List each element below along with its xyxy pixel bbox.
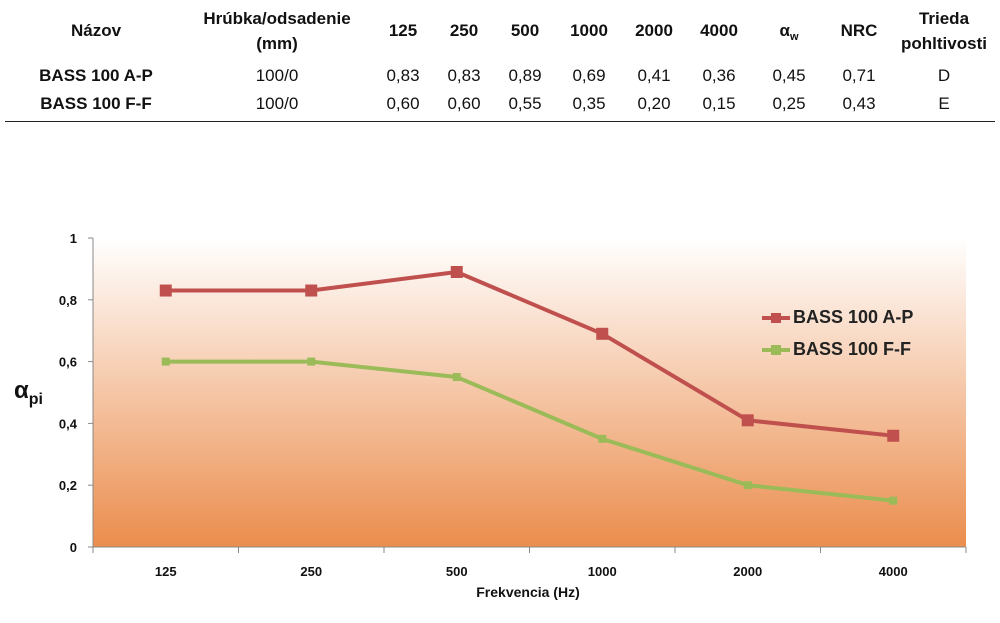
header-125: 125 — [388, 21, 418, 40]
row2-thickness: 100/0 — [255, 94, 299, 113]
row1-250: 0,83 — [447, 66, 481, 85]
data-point-series-2 — [743, 481, 752, 490]
data-point-series-2 — [307, 357, 316, 366]
row1-nrc: 0,71 — [842, 66, 876, 85]
row1-alpha-w: 0,45 — [772, 66, 806, 85]
data-point-series-2 — [889, 496, 898, 505]
legend-swatch-series-1 — [762, 309, 790, 325]
data-point-series-2 — [161, 357, 170, 366]
row1-4000: 0,36 — [702, 66, 736, 85]
row2-500: 0,55 — [508, 94, 542, 113]
header-alpha-w: αw — [779, 21, 798, 43]
legend-label-series-1: BASS 100 A-P — [793, 306, 914, 327]
y-tick-label: 0,6 — [59, 355, 77, 370]
x-tick-label: 1000 — [588, 564, 617, 579]
header-thickness-line1: Hrúbka/odsadenie — [203, 9, 351, 28]
row2-125: 0,60 — [386, 94, 420, 113]
row2-2000: 0,20 — [637, 94, 671, 113]
data-point-series-1 — [305, 284, 318, 297]
data-point-series-1 — [159, 284, 172, 297]
header-thickness-line2: (mm) — [256, 34, 298, 53]
data-point-series-2 — [598, 434, 607, 443]
y-axis-title: αpi — [14, 377, 43, 409]
x-tick-label: 2000 — [733, 564, 762, 579]
row1-name: BASS 100 A-P — [39, 66, 153, 85]
series-line-1 — [165, 269, 894, 438]
x-axis-title: Frekvencia (Hz) — [476, 584, 580, 600]
row2-250: 0,60 — [447, 94, 481, 113]
y-axis-title-symbol: α — [14, 377, 29, 404]
x-tick-label: 125 — [155, 564, 177, 579]
data-point-series-1 — [450, 265, 463, 278]
row2-alpha-w: 0,25 — [772, 94, 806, 113]
y-tick-label: 0 — [70, 540, 77, 555]
row2-name: BASS 100 F-F — [40, 94, 152, 113]
row1-2000: 0,41 — [637, 66, 671, 85]
series-line-2 — [165, 359, 894, 503]
header-1000: 1000 — [570, 21, 608, 40]
legend-swatch-series-2 — [762, 341, 790, 357]
legend-item-series-2: BASS 100 F-F — [762, 333, 913, 365]
row1-class: D — [937, 66, 951, 85]
header-class-line1: Trieda — [918, 9, 970, 28]
legend: BASS 100 A-P BASS 100 F-F — [762, 301, 913, 365]
header-500: 500 — [510, 21, 540, 40]
legend-item-series-1: BASS 100 A-P — [762, 301, 913, 333]
row1-thickness: 100/0 — [255, 66, 299, 85]
row2-4000: 0,15 — [702, 94, 736, 113]
header-4000: 4000 — [700, 21, 738, 40]
row1-500: 0,89 — [508, 66, 542, 85]
y-tick-label: 0,4 — [59, 416, 78, 431]
row2-1000: 0,35 — [572, 94, 606, 113]
x-tick-label: 250 — [300, 564, 322, 579]
header-2000: 2000 — [635, 21, 673, 40]
y-axis-title-subscript: pi — [28, 391, 43, 408]
header-nrc: NRC — [840, 21, 878, 40]
header-class-line2: pohltivosti — [901, 34, 987, 53]
data-point-series-2 — [452, 373, 461, 382]
header-name: Názov — [70, 21, 122, 40]
x-tick-label: 4000 — [879, 564, 908, 579]
row2-class: E — [938, 94, 950, 113]
row2-nrc: 0,43 — [842, 94, 876, 113]
legend-label-series-2: BASS 100 F-F — [793, 338, 912, 359]
row1-125: 0,83 — [386, 66, 420, 85]
y-tick-label: 1 — [70, 231, 77, 246]
acoustic-table: Názov Hrúbka/odsadenie (mm) 125 250 500 … — [0, 0, 1000, 125]
header-class: Trieda pohltivosti — [901, 6, 987, 56]
header-thickness: Hrúbka/odsadenie (mm) — [203, 6, 350, 56]
plot-area — [93, 238, 966, 547]
table-bottom-rule — [5, 121, 995, 122]
row1-1000: 0,69 — [572, 66, 606, 85]
data-point-series-1 — [887, 429, 900, 442]
y-tick-label: 0,8 — [59, 293, 77, 308]
data-point-series-1 — [596, 327, 609, 340]
data-point-series-1 — [741, 414, 754, 427]
alpha-w-symbol: α — [779, 21, 790, 40]
header-250: 250 — [449, 21, 479, 40]
alpha-w-subscript: w — [789, 31, 799, 43]
x-tick-label: 500 — [446, 564, 468, 579]
y-tick-label: 0,2 — [59, 478, 77, 493]
